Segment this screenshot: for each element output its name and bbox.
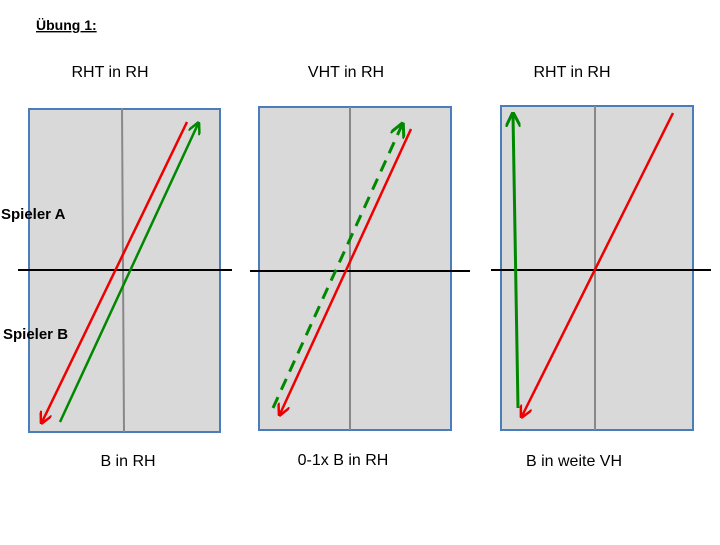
row-label: Spieler A [1,206,66,223]
arrow-red [522,112,675,416]
panel-bottom: B in RH [100,453,155,470]
panel-top: RHT in RH [533,64,610,81]
panel-top: VHT in RH [308,64,384,81]
row-label: Spieler B [3,326,68,343]
arrow-red [280,128,413,414]
panel-bottom: 0-1x B in RH [298,452,389,469]
arrow-red [42,121,189,422]
arrow-green-dashed [271,125,402,409]
arrow-green [58,124,198,423]
title: Übung 1: [36,17,97,33]
arrow-green [513,115,518,409]
panel-top: RHT in RH [71,64,148,81]
panel-bottom: B in weite VH [526,453,622,470]
court [258,106,452,431]
